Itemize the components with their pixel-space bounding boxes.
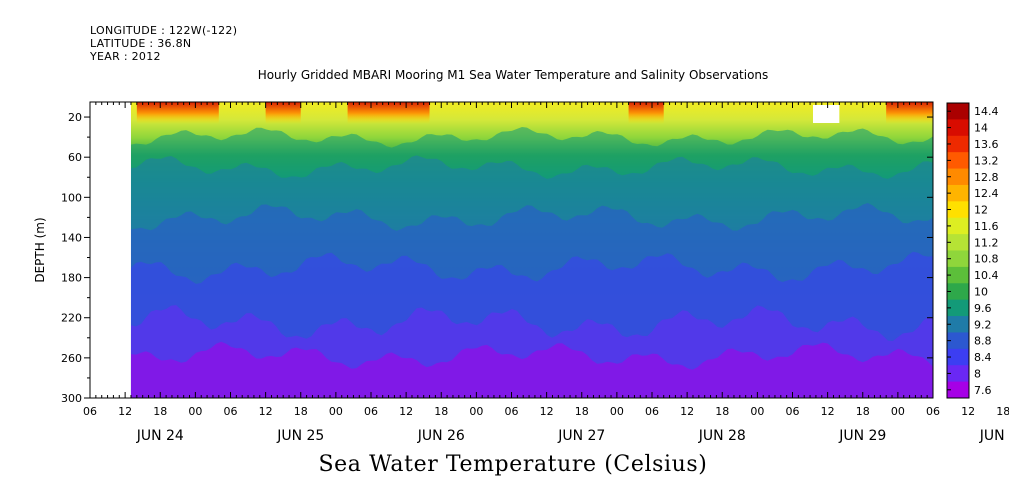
x-hour-label: 12 — [540, 405, 554, 418]
x-hour-label: 00 — [750, 405, 764, 418]
x-hour-label: 00 — [610, 405, 624, 418]
x-hour-label: 06 — [786, 405, 800, 418]
warm-surface-patch-0 — [136, 102, 219, 124]
colorbar-label: 8.8 — [974, 335, 992, 348]
longitude-label: LONGITUDE : 122W(-122) — [90, 24, 238, 37]
x-hour-label: 00 — [188, 405, 202, 418]
x-hour-label: 18 — [294, 405, 308, 418]
colorbar-label: 9.2 — [974, 318, 992, 331]
colorbar-label: 8 — [974, 367, 981, 380]
warm-surface-patch-3 — [628, 102, 664, 124]
colorbar-label: 12 — [974, 204, 988, 217]
colorbar-label: 8.4 — [974, 351, 992, 364]
colorbar-label: 11.6 — [974, 220, 999, 233]
colorbar-swatch — [947, 135, 969, 153]
chart-title: Hourly Gridded MBARI Mooring M1 Sea Wate… — [257, 68, 769, 82]
year-label: YEAR : 2012 — [90, 50, 161, 63]
x-hour-label: 06 — [926, 405, 940, 418]
x-hour-label: 00 — [891, 405, 905, 418]
x-date-label: JUN 27 — [557, 428, 605, 444]
x-hour-label: 18 — [856, 405, 870, 418]
x-hour-label: 06 — [224, 405, 238, 418]
colorbar-swatch — [947, 316, 969, 333]
x-date-label: JUN 28 — [698, 428, 746, 444]
x-hour-label: 06 — [83, 405, 97, 418]
x-hour-label: 06 — [364, 405, 378, 418]
x-hour-label: 00 — [469, 405, 483, 418]
colorbar-swatch — [947, 168, 969, 186]
x-hour-label: 12 — [259, 405, 273, 418]
colorbar-swatch — [947, 365, 969, 383]
colorbar-label: 12.8 — [974, 171, 999, 184]
x-hour-label: 12 — [399, 405, 413, 418]
colorbar-swatch — [947, 119, 969, 137]
x-date-label: JUN 26 — [417, 428, 465, 444]
colorbar-label: 13.2 — [974, 154, 999, 167]
x-hour-label: 18 — [575, 405, 589, 418]
x-hour-label: 00 — [329, 405, 343, 418]
x-hour-label: 12 — [821, 405, 835, 418]
x-hour-label: 18 — [153, 405, 167, 418]
x-hour-label: 06 — [645, 405, 659, 418]
colorbar-label: 12.4 — [974, 187, 999, 200]
isotherm-band-5 — [130, 341, 933, 398]
colorbar-swatch — [947, 217, 969, 235]
colorbar-swatch — [947, 348, 969, 366]
colorbar-swatch — [947, 250, 969, 268]
x-date-label: JUN 29 — [838, 428, 886, 444]
surface-data-gap — [812, 105, 840, 123]
y-tick-label: 220 — [61, 312, 82, 325]
y-tick-label: 100 — [61, 191, 82, 204]
warm-surface-patch-1 — [265, 102, 301, 124]
x-hour-label: 18 — [996, 405, 1009, 418]
colorbar-swatch — [947, 332, 969, 350]
y-tick-label: 260 — [61, 352, 82, 365]
warm-surface-patch-4 — [886, 102, 933, 124]
latitude-label: LATITUDE : 36.8N — [90, 37, 192, 50]
colorbar-swatch — [947, 283, 969, 301]
y-tick-label: 180 — [61, 272, 82, 285]
colorbar-label: 9.6 — [974, 302, 992, 315]
y-tick-label: 300 — [61, 392, 82, 405]
colorbar-swatch — [947, 103, 969, 120]
colorbar-swatch — [947, 299, 969, 317]
colorbar-label: 14.4 — [974, 105, 999, 118]
colorbar-label: 10 — [974, 285, 988, 298]
x-hour-label: 12 — [118, 405, 132, 418]
x-hour-label: 18 — [715, 405, 729, 418]
x-hour-label: 06 — [505, 405, 519, 418]
y-tick-label: 60 — [68, 151, 82, 164]
y-tick-label: 20 — [68, 111, 82, 124]
colorbar-label: 7.6 — [974, 384, 992, 397]
x-date-label: JUN 24 — [136, 428, 184, 444]
x-date-label: JUN 25 — [276, 428, 324, 444]
colorbar-label: 10.4 — [974, 269, 999, 282]
colorbar-swatch — [947, 266, 969, 284]
x-hour-label: 12 — [680, 405, 694, 418]
variable-title: Sea Water Temperature (Celsius) — [318, 452, 708, 477]
x-hour-label: 12 — [961, 405, 975, 418]
colorbar-label: 10.8 — [974, 253, 999, 266]
colorbar-swatch — [947, 152, 969, 170]
colorbar-swatch — [947, 234, 969, 251]
colorbar-label: 13.6 — [974, 138, 999, 151]
y-tick-label: 140 — [61, 231, 82, 244]
colorbar-swatch — [947, 381, 969, 399]
colorbar-swatch — [947, 184, 969, 202]
colorbar-label: 14 — [974, 122, 988, 135]
colorbar-label: 11.2 — [974, 236, 999, 249]
x-hour-label: 18 — [434, 405, 448, 418]
colorbar-frame — [946, 102, 970, 399]
warm-surface-patch-2 — [347, 102, 430, 124]
y-axis-label: DEPTH (m) — [33, 217, 47, 282]
x-date-label: JUN 30 — [979, 428, 1009, 444]
colorbar-swatch — [947, 201, 969, 219]
